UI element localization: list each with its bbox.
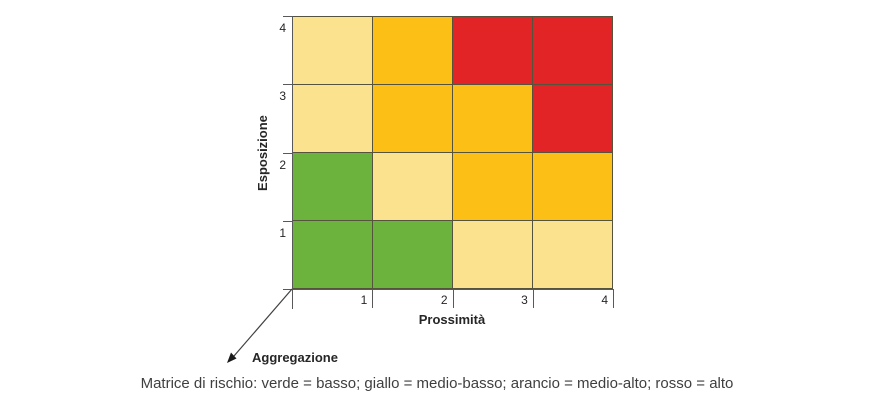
- matrix-cell: [533, 85, 612, 152]
- matrix-cell: [533, 221, 612, 288]
- matrix-cell: [373, 221, 452, 288]
- x-tick-mark: [452, 289, 454, 308]
- matrix-cell: [533, 153, 612, 220]
- x-tick-label: 2: [440, 293, 448, 307]
- matrix-cell: [453, 221, 532, 288]
- matrix-cell: [453, 17, 532, 84]
- x-tick-label: 1: [360, 293, 368, 307]
- y-tick-label: 4: [279, 21, 286, 35]
- x-axis-line: [283, 289, 614, 290]
- x-tick-label: 3: [521, 293, 528, 307]
- matrix-cell: [373, 153, 452, 220]
- y-tick-label: 2: [279, 157, 286, 172]
- y-tick-label: 1: [279, 225, 286, 240]
- x-tick-mark: [292, 289, 293, 308]
- y-tick-label: 3: [279, 89, 286, 104]
- matrix-cell: [293, 153, 372, 220]
- y-axis-line: [292, 16, 293, 309]
- matrix-cell: [293, 17, 372, 84]
- aggregation-label: Aggregazione: [252, 350, 338, 365]
- x-tick-label: 4: [601, 293, 608, 307]
- matrix-cell: [293, 221, 372, 288]
- matrix-cell: [373, 85, 452, 152]
- matrix-cell: [453, 85, 532, 152]
- matrix-grid: [292, 16, 613, 289]
- caption: Matrice di rischio: verde = basso; giall…: [140, 375, 734, 392]
- y-tick-mark: [283, 16, 292, 17]
- matrix-cell: [453, 153, 532, 220]
- y-tick-mark: [283, 220, 292, 222]
- matrix-cell: [373, 17, 452, 84]
- y-tick-mark: [283, 84, 292, 86]
- matrix-cell: [533, 17, 612, 84]
- x-axis-title: Prossimità: [418, 312, 486, 327]
- y-tick-mark: [283, 152, 292, 154]
- aggregation-arrow-icon: [227, 288, 293, 363]
- y-tick-mark: [283, 289, 292, 290]
- x-tick-mark: [372, 289, 374, 308]
- matrix-cell: [293, 85, 372, 152]
- x-tick-mark: [613, 289, 614, 308]
- x-tick-mark: [532, 289, 534, 308]
